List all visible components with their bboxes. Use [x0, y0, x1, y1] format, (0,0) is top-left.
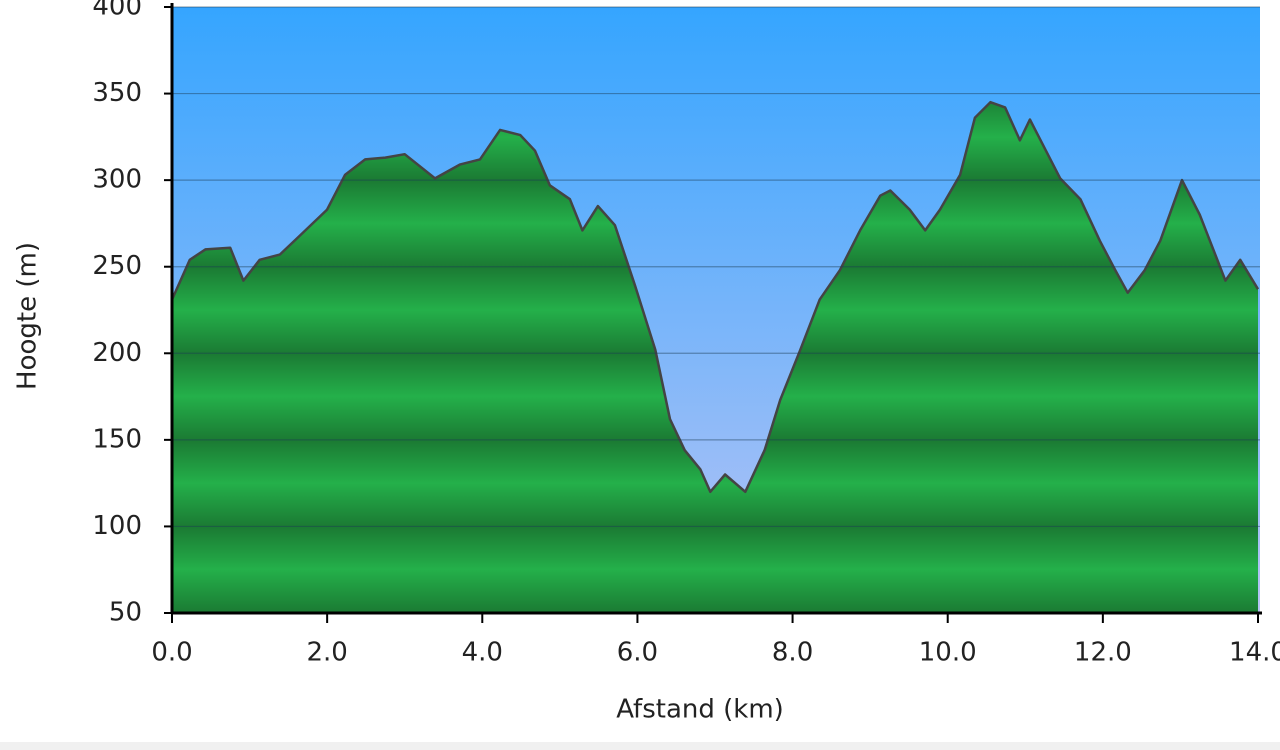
y-tick-label: 200 — [92, 338, 142, 368]
y-tick-label: 100 — [92, 511, 142, 541]
y-tick-label: 350 — [92, 78, 142, 108]
x-tick-label: 2.0 — [306, 638, 347, 668]
elevation-area — [172, 102, 1258, 613]
y-tick-label: 150 — [92, 424, 142, 454]
x-tick-label: 12.0 — [1074, 638, 1132, 668]
x-tick-label: 14.0 — [1229, 638, 1280, 668]
y-tick-label: 250 — [92, 251, 142, 281]
elevation-line — [170, 100, 1260, 494]
x-tick-label: 8.0 — [772, 638, 813, 668]
x-tick-label: 6.0 — [617, 638, 658, 668]
x-tick-label: 10.0 — [919, 638, 977, 668]
y-tick-label: 300 — [92, 165, 142, 195]
x-axis-label: Afstand (km) — [616, 695, 784, 725]
y-tick-label: 400 — [92, 0, 142, 22]
x-tick-label: 4.0 — [462, 638, 503, 668]
x-tick-label: 0.0 — [151, 638, 192, 668]
y-tick-label: 50 — [109, 598, 142, 628]
y-axis-label: Hoogte (m) — [13, 242, 43, 390]
